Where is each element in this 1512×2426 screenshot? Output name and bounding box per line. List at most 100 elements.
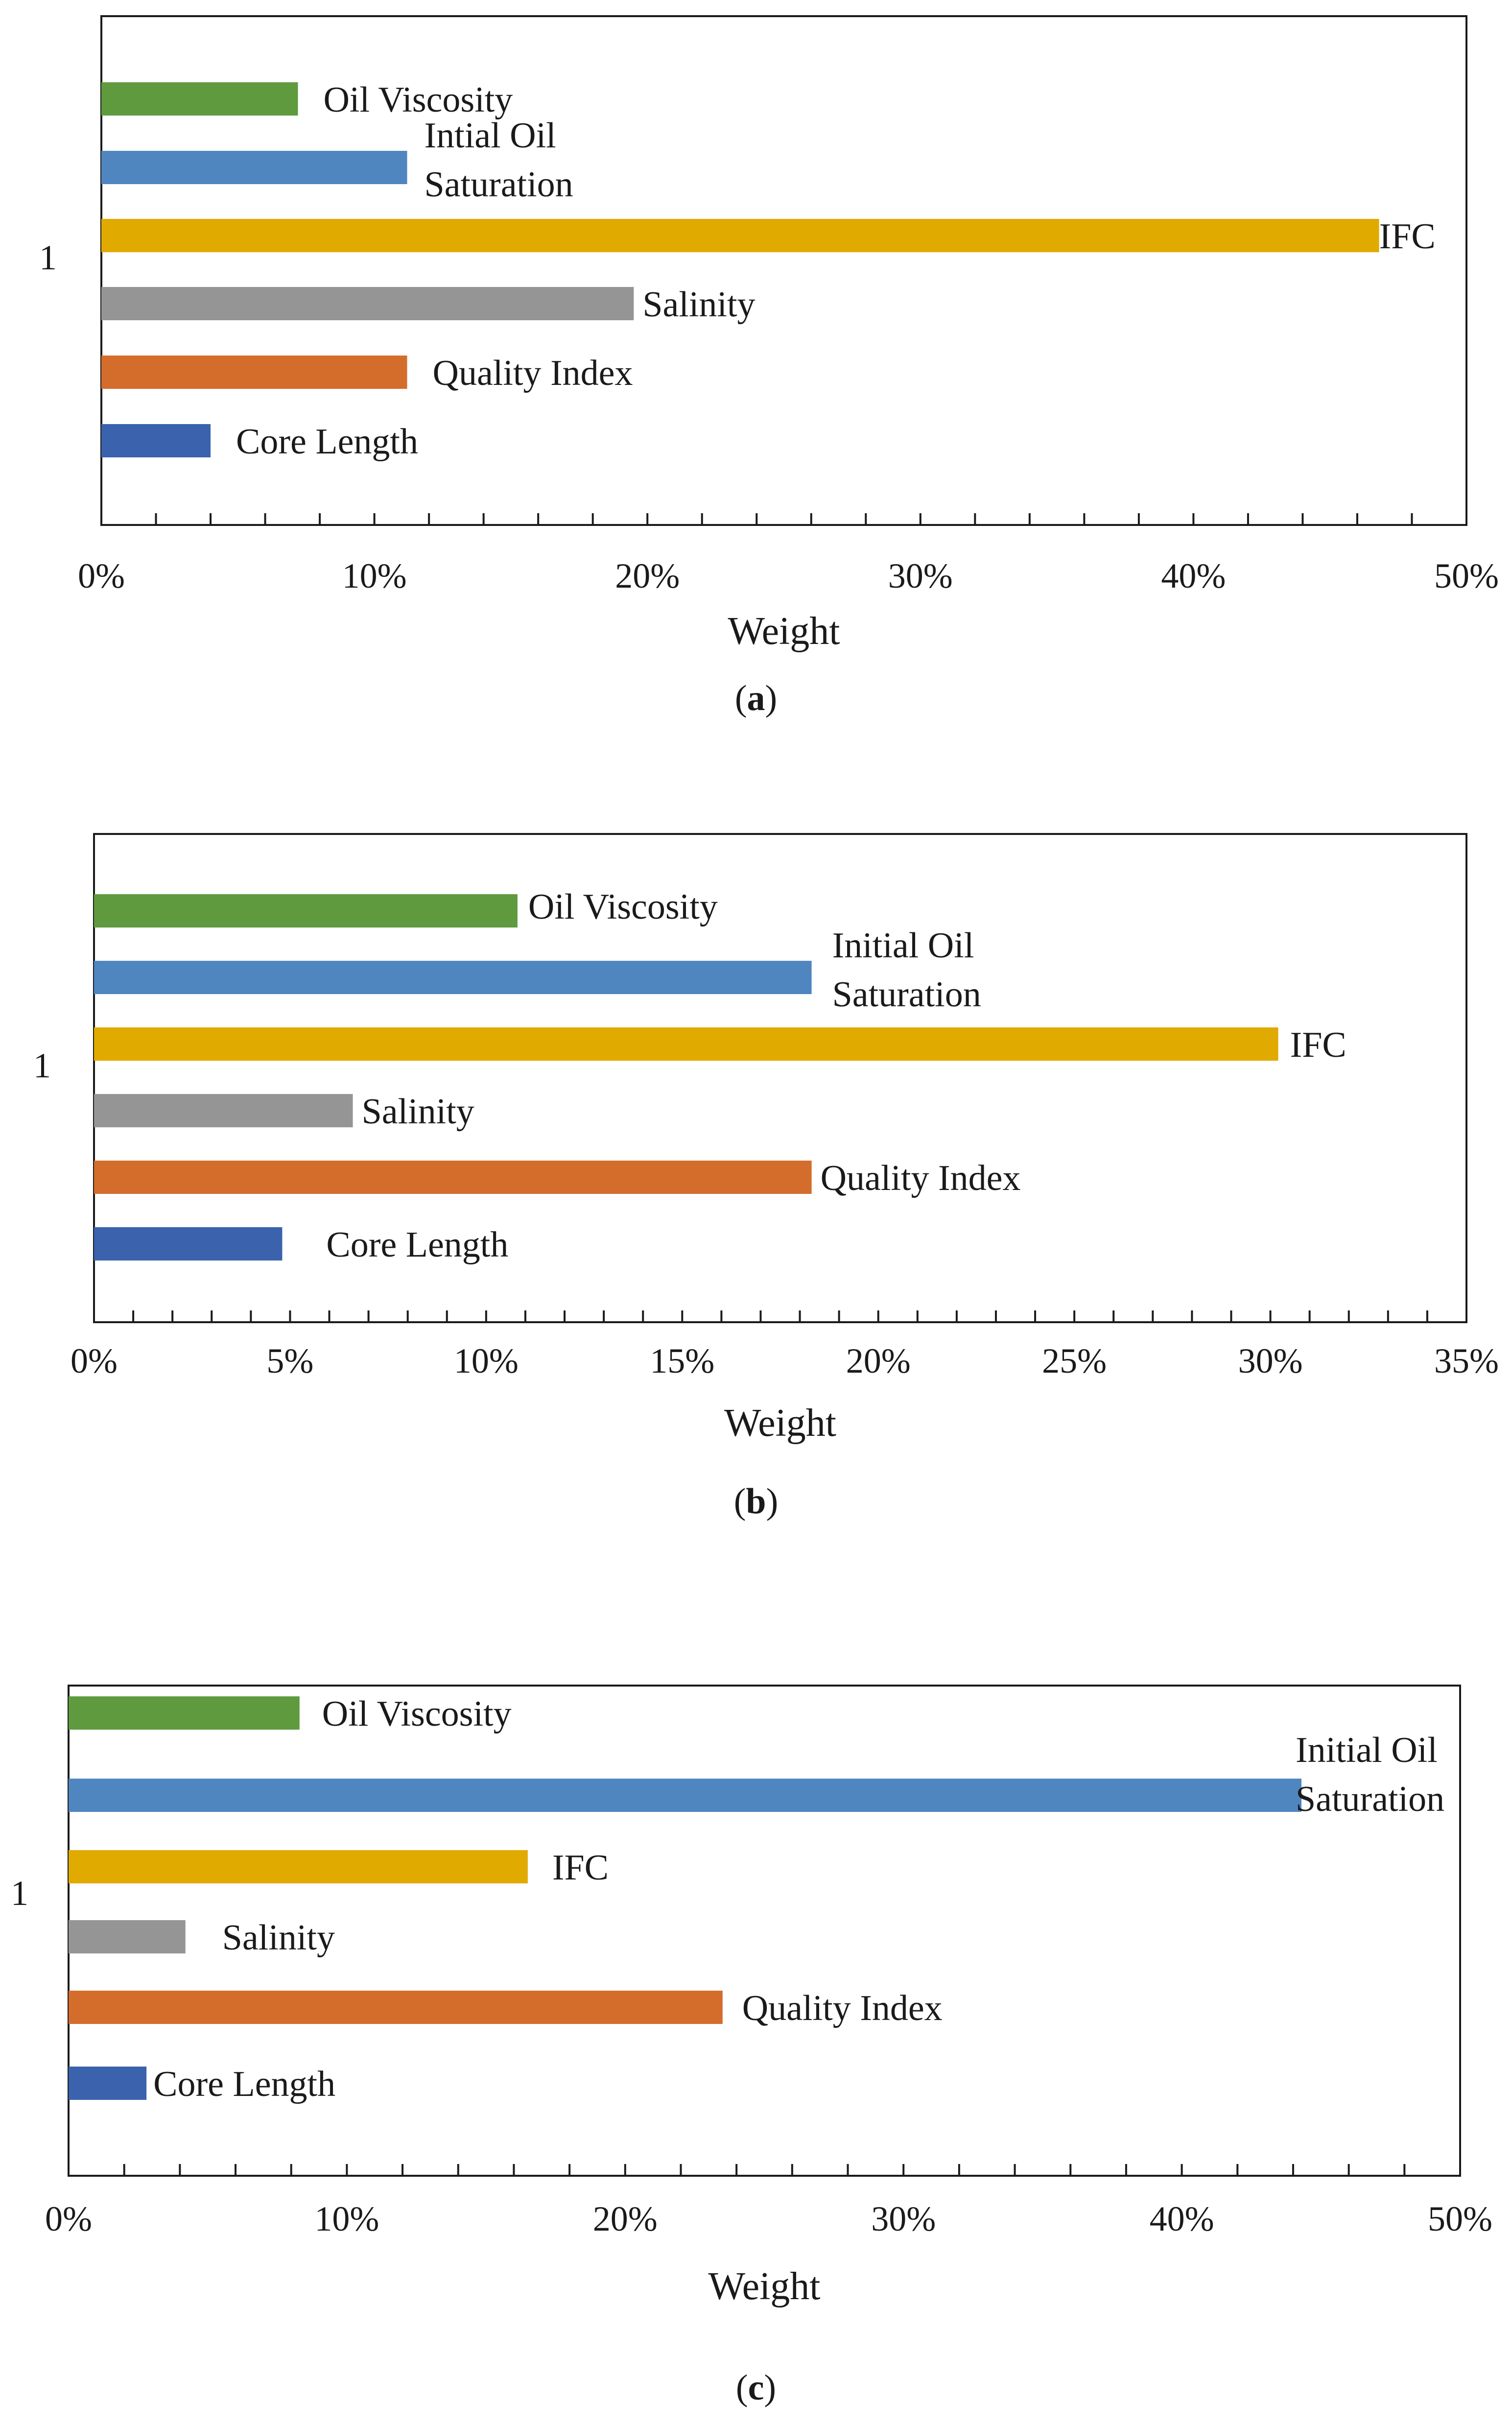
bar-label-ifc: IFC bbox=[1379, 216, 1436, 257]
bar-label-line: Core Length bbox=[236, 422, 418, 462]
caption-paren-open: ( bbox=[734, 1481, 746, 1522]
x-tick-label: 35% bbox=[1434, 1341, 1499, 1380]
bar-label-line: IFC bbox=[552, 1848, 609, 1888]
bar-salinity bbox=[101, 287, 634, 320]
category-label: 1 bbox=[39, 238, 57, 277]
bar-label-line: Core Length bbox=[326, 1225, 508, 1265]
caption-paren-open: ( bbox=[735, 678, 747, 718]
bar-label-line: Quality Index bbox=[742, 1988, 943, 2028]
bar-label-quality-index: Quality Index bbox=[742, 1988, 943, 2028]
bar-label-line: Quality Index bbox=[821, 1158, 1021, 1198]
chart-panel-b: 0% 5% 10% 15% 20% 25% 30% 35% Weight 1 Oil Viscosi… bbox=[33, 833, 1499, 1522]
bar-intial-oil-saturation bbox=[101, 151, 407, 184]
bar-label-oil-viscosity: Oil Viscosity bbox=[528, 887, 718, 927]
bar-label-line: Oil Viscosity bbox=[323, 80, 513, 120]
bar-salinity bbox=[94, 1094, 353, 1127]
bar-label-oil-viscosity: Oil Viscosity bbox=[323, 80, 513, 120]
bar-label-line: Quality Index bbox=[433, 353, 633, 393]
bar-label-line: Oil Viscosity bbox=[528, 887, 718, 927]
caption-paren-open: ( bbox=[736, 2368, 748, 2408]
chart-panel-a: 0% 10% 20% 30% 40% 50% Weight 1 Oil ViscosityInt… bbox=[39, 15, 1499, 718]
bar-oil-viscosity bbox=[101, 82, 298, 116]
category-label: 1 bbox=[11, 1874, 28, 1913]
x-tick-label: 30% bbox=[871, 2199, 936, 2238]
caption-paren-close: ) bbox=[765, 678, 778, 718]
bar-label-salinity: Salinity bbox=[362, 1092, 474, 1132]
bar-label-ifc: IFC bbox=[1290, 1025, 1347, 1065]
caption-paren-close: ) bbox=[766, 1481, 779, 1522]
x-tick-label: 0% bbox=[78, 556, 125, 595]
x-tick-label: 10% bbox=[454, 1341, 519, 1380]
bar-initial-oil-saturation bbox=[69, 1779, 1302, 1812]
x-tick-label: 10% bbox=[342, 556, 407, 595]
bar-salinity bbox=[69, 1920, 186, 1953]
bar-label-initial-oil-saturation: Initial Oil Saturation bbox=[832, 926, 981, 1015]
bar-label-core-length: Core Length bbox=[236, 422, 418, 462]
x-tick-label: 40% bbox=[1161, 556, 1226, 595]
bar-ifc bbox=[94, 1027, 1278, 1061]
bar-label-salinity: Salinity bbox=[222, 1918, 335, 1958]
x-tick-label: 10% bbox=[314, 2199, 379, 2238]
bar-label-oil-viscosity: Oil Viscosity bbox=[322, 1694, 512, 1734]
bar-label-initial-oil-saturation: Initial Oil Saturation bbox=[1296, 1730, 1444, 1819]
bar-label-line: IFC bbox=[1290, 1025, 1347, 1065]
x-tick-label: 25% bbox=[1042, 1341, 1107, 1380]
x-axis-title: Weight bbox=[724, 1402, 836, 1445]
panel-caption: (c) bbox=[736, 2368, 776, 2408]
chart-panel-c: 0% 10% 20% 30% 40% 50% Weight 1 Oil Viscosity Ini… bbox=[11, 1685, 1492, 2408]
bar-initial-oil-saturation bbox=[94, 961, 812, 994]
caption-paren-close: ) bbox=[764, 2368, 776, 2408]
panel-caption: (b) bbox=[734, 1481, 778, 1522]
bar-label-salinity: Salinity bbox=[642, 285, 755, 325]
bar-quality-index bbox=[94, 1161, 812, 1194]
bar-label-line: Salinity bbox=[222, 1918, 335, 1958]
x-tick-label: 30% bbox=[1238, 1341, 1303, 1380]
bar-label-line: Salinity bbox=[642, 285, 755, 325]
bar-label-line: Core Length bbox=[153, 2064, 335, 2104]
bar-label-line: Intial Oil bbox=[425, 116, 556, 156]
bar-label-line: Initial Oil bbox=[832, 926, 974, 966]
x-tick-label: 50% bbox=[1434, 556, 1499, 595]
bar-label-ifc: IFC bbox=[552, 1848, 609, 1888]
bar-label-quality-index: Quality Index bbox=[821, 1158, 1021, 1198]
caption-letter: b bbox=[746, 1481, 766, 1522]
x-tick-label: 40% bbox=[1150, 2199, 1214, 2238]
x-tick-label: 30% bbox=[888, 556, 953, 595]
bar-label-line: Saturation bbox=[1296, 1779, 1444, 1819]
bar-core-length bbox=[94, 1227, 283, 1261]
caption-letter: c bbox=[748, 2368, 764, 2408]
bar-core-length bbox=[69, 2067, 147, 2100]
plot-frame bbox=[100, 15, 1467, 526]
bar-label-line: Saturation bbox=[425, 165, 573, 205]
bar-label-line: Initial Oil bbox=[1296, 1730, 1438, 1770]
bar-oil-viscosity bbox=[69, 1696, 300, 1730]
x-tick-label: 20% bbox=[593, 2199, 658, 2238]
x-tick-label: 15% bbox=[650, 1341, 714, 1380]
bar-oil-viscosity bbox=[94, 894, 518, 928]
bar-label-core-length: Core Length bbox=[326, 1225, 508, 1265]
bar-ifc bbox=[69, 1850, 528, 1883]
x-tick-label: 5% bbox=[266, 1341, 313, 1380]
category-label: 1 bbox=[33, 1046, 51, 1085]
bar-core-length bbox=[101, 424, 211, 457]
x-tick-label: 0% bbox=[45, 2199, 92, 2238]
bar-label-line: Oil Viscosity bbox=[322, 1694, 512, 1734]
x-tick-label: 20% bbox=[615, 556, 680, 595]
bar-label-intial-oil-saturation: Intial Oil Saturation bbox=[425, 116, 573, 205]
caption-letter: a bbox=[747, 678, 765, 718]
bar-label-line: IFC bbox=[1379, 216, 1436, 257]
plot-frame bbox=[93, 833, 1467, 1323]
x-axis-title: Weight bbox=[728, 610, 840, 653]
x-tick-label: 0% bbox=[71, 1341, 118, 1380]
bar-label-line: Saturation bbox=[832, 975, 981, 1015]
x-axis-title: Weight bbox=[708, 2265, 820, 2308]
bar-quality-index bbox=[69, 1991, 723, 2024]
x-tick-label: 50% bbox=[1428, 2199, 1492, 2238]
x-tick-label: 20% bbox=[846, 1341, 911, 1380]
bar-quality-index bbox=[101, 356, 407, 389]
bar-label-quality-index: Quality Index bbox=[433, 353, 633, 393]
panel-caption: (a) bbox=[735, 678, 777, 718]
bar-ifc bbox=[101, 219, 1379, 252]
bar-label-core-length: Core Length bbox=[153, 2064, 335, 2104]
